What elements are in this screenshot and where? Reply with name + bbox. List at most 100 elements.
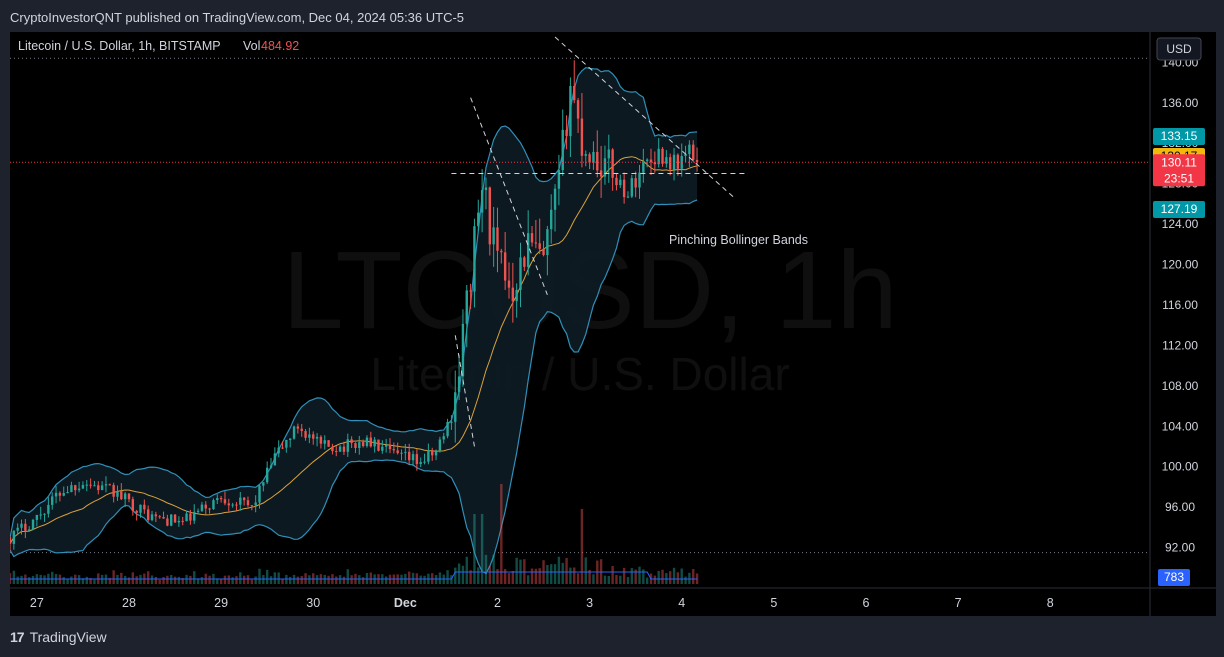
- volume-bar: [642, 569, 645, 584]
- candle-body: [281, 447, 284, 449]
- x-tick-label: 28: [122, 596, 136, 610]
- volume-bar: [31, 575, 35, 584]
- candle-body: [108, 484, 111, 486]
- volume-bar: [457, 563, 461, 584]
- candle-body: [692, 144, 695, 160]
- candle-body: [419, 462, 422, 465]
- bollinger-band-fill: [10, 67, 698, 574]
- candle-body: [477, 212, 480, 227]
- candle-body: [300, 428, 303, 432]
- candle-body: [150, 514, 154, 521]
- candle-body: [185, 513, 188, 522]
- candle-body: [70, 485, 73, 493]
- volume-bar: [419, 575, 422, 584]
- volume-bar: [85, 576, 88, 584]
- candle-body: [381, 446, 384, 451]
- y-tick-label: 112.00: [1162, 338, 1198, 352]
- countdown-label: 23:51: [1164, 171, 1194, 185]
- candle-body: [645, 159, 649, 161]
- volume-bar: [158, 579, 161, 584]
- candle-body: [384, 444, 388, 447]
- candle-body: [407, 451, 411, 461]
- volume-bar: [246, 575, 250, 584]
- candle-body: [16, 527, 19, 531]
- candle-body: [611, 149, 614, 178]
- candle-body: [223, 499, 227, 504]
- candle-body: [335, 451, 338, 453]
- volume-bar: [688, 572, 691, 584]
- price-scale[interactable]: [1150, 32, 1216, 616]
- volume-bar: [473, 514, 476, 584]
- volume-bar: [653, 575, 657, 584]
- candle-body: [580, 118, 584, 156]
- volume-bar: [300, 576, 303, 584]
- candle-body: [212, 500, 215, 510]
- footer-brand[interactable]: TradingView: [29, 629, 107, 645]
- candle-body: [523, 257, 526, 267]
- x-tick-label: 27: [30, 596, 44, 610]
- candle-body: [93, 485, 96, 487]
- candle-body: [181, 520, 184, 522]
- chart-frame[interactable]: LTCUSD, 1h Litecoin / U.S. Dollar Liteco…: [10, 32, 1216, 616]
- volume-bar: [461, 565, 465, 584]
- volume-bar: [120, 572, 123, 584]
- candle-body: [193, 511, 196, 521]
- candle-body: [158, 516, 161, 518]
- candle-body: [308, 434, 311, 438]
- volume-bar: [446, 570, 449, 584]
- trendline-descending-top[interactable]: [554, 36, 736, 200]
- candle-body: [454, 392, 457, 422]
- price-chart[interactable]: LTCUSD, 1h Litecoin / U.S. Dollar Liteco…: [10, 32, 1216, 616]
- candle-body: [58, 492, 62, 496]
- volume-bar: [634, 569, 637, 584]
- currency-label: USD: [1166, 42, 1192, 56]
- legend-vol-label: Vol: [243, 39, 260, 53]
- volume-bar: [173, 576, 177, 584]
- volume-bar: [93, 579, 96, 584]
- candle-body: [189, 513, 192, 521]
- volume-bar: [438, 572, 442, 584]
- legend-symbol[interactable]: Litecoin / U.S. Dollar, 1h, BITSTAMP: [18, 39, 221, 53]
- bollinger-basis-line: [10, 156, 698, 545]
- volume-bar: [626, 577, 630, 584]
- candle-body: [77, 488, 81, 491]
- candle-body: [208, 508, 211, 510]
- annotation-pinching-bands[interactable]: Pinching Bollinger Bands: [669, 233, 808, 247]
- candle-body: [622, 179, 626, 198]
- candle-body: [62, 493, 65, 496]
- candle-body: [438, 439, 442, 451]
- candle-body: [154, 514, 158, 517]
- footer: 17 TradingView: [10, 627, 107, 647]
- candle-body: [392, 449, 396, 451]
- volume-bar: [196, 578, 200, 584]
- x-tick-label: Dec: [394, 596, 417, 610]
- candle-body: [488, 187, 491, 245]
- trendline-breakout[interactable]: [454, 335, 475, 447]
- volume-bar: [127, 577, 131, 584]
- candle-body: [503, 252, 507, 281]
- candle-body: [358, 442, 361, 448]
- candle-body: [680, 156, 683, 169]
- candle-body: [511, 287, 515, 302]
- candle-body: [162, 516, 165, 519]
- volume-bar: [511, 570, 515, 584]
- candle-body: [200, 504, 204, 511]
- tradingview-logo-icon[interactable]: 17: [10, 629, 25, 645]
- volume-bar: [342, 576, 346, 584]
- volume-bar: [553, 564, 557, 584]
- candle-body: [542, 248, 545, 256]
- volume-bar: [66, 578, 69, 584]
- volume-bar: [62, 577, 65, 584]
- candle-body: [603, 158, 607, 177]
- volume-bar: [135, 576, 138, 584]
- candle-body: [216, 498, 219, 501]
- candle-body: [27, 529, 31, 531]
- volume-bar: [503, 569, 507, 584]
- candle-body: [250, 505, 254, 507]
- candle-body: [74, 485, 77, 491]
- candle-body: [630, 178, 634, 197]
- volume-bar: [89, 577, 92, 584]
- volume-bar: [254, 576, 257, 584]
- candle-body: [327, 440, 330, 447]
- currency-button[interactable]: USD: [1156, 37, 1202, 61]
